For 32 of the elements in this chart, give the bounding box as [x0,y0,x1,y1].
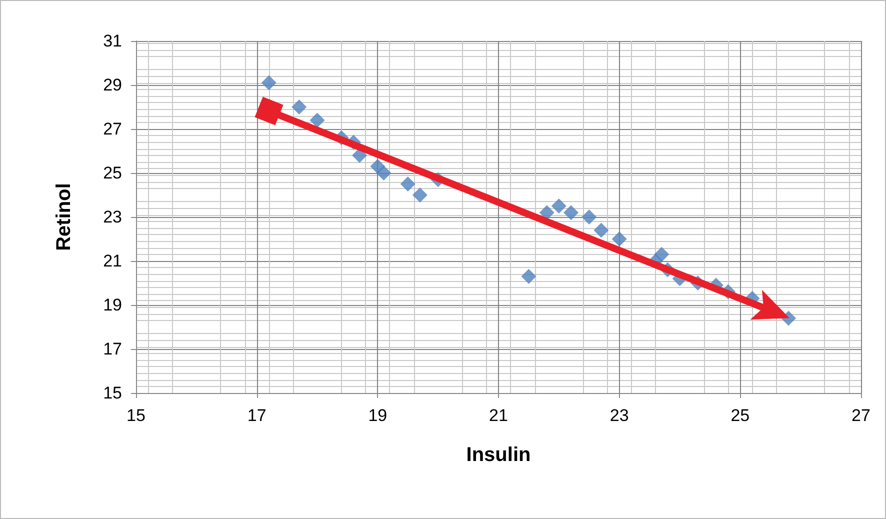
x-tick-label: 27 [852,406,870,425]
x-tick-label: 21 [489,406,508,425]
y-tick-label: 29 [103,76,122,94]
y-tick-label: 31 [103,32,122,50]
point [564,205,578,220]
x-tick-label: 15 [126,406,146,425]
x-tick-label: 23 [610,406,629,425]
point [521,268,536,284]
y-tick-label: 23 [103,208,122,226]
point [310,112,325,128]
point [594,222,609,238]
point [654,246,670,262]
y-tick-label: 25 [103,164,122,182]
point [400,176,416,192]
point [551,198,566,214]
point [612,232,627,246]
x-tick-label: 19 [368,406,388,425]
point [376,166,392,180]
point [582,210,597,224]
point [412,188,428,202]
x-axis-title: Insulin [466,444,531,466]
y-tick-label: 21 [103,252,122,270]
y-tick-label: 19 [103,296,122,314]
y-tick-label: 15 [103,384,122,402]
point [539,205,554,220]
point [261,75,276,90]
point [292,100,307,114]
y-tick-label: 27 [103,120,122,138]
x-tick-label: 25 [730,406,750,425]
x-tick-label: 17 [247,406,266,425]
y-axis-title: Retinol [53,183,75,251]
y-tick-label: 17 [103,340,122,358]
